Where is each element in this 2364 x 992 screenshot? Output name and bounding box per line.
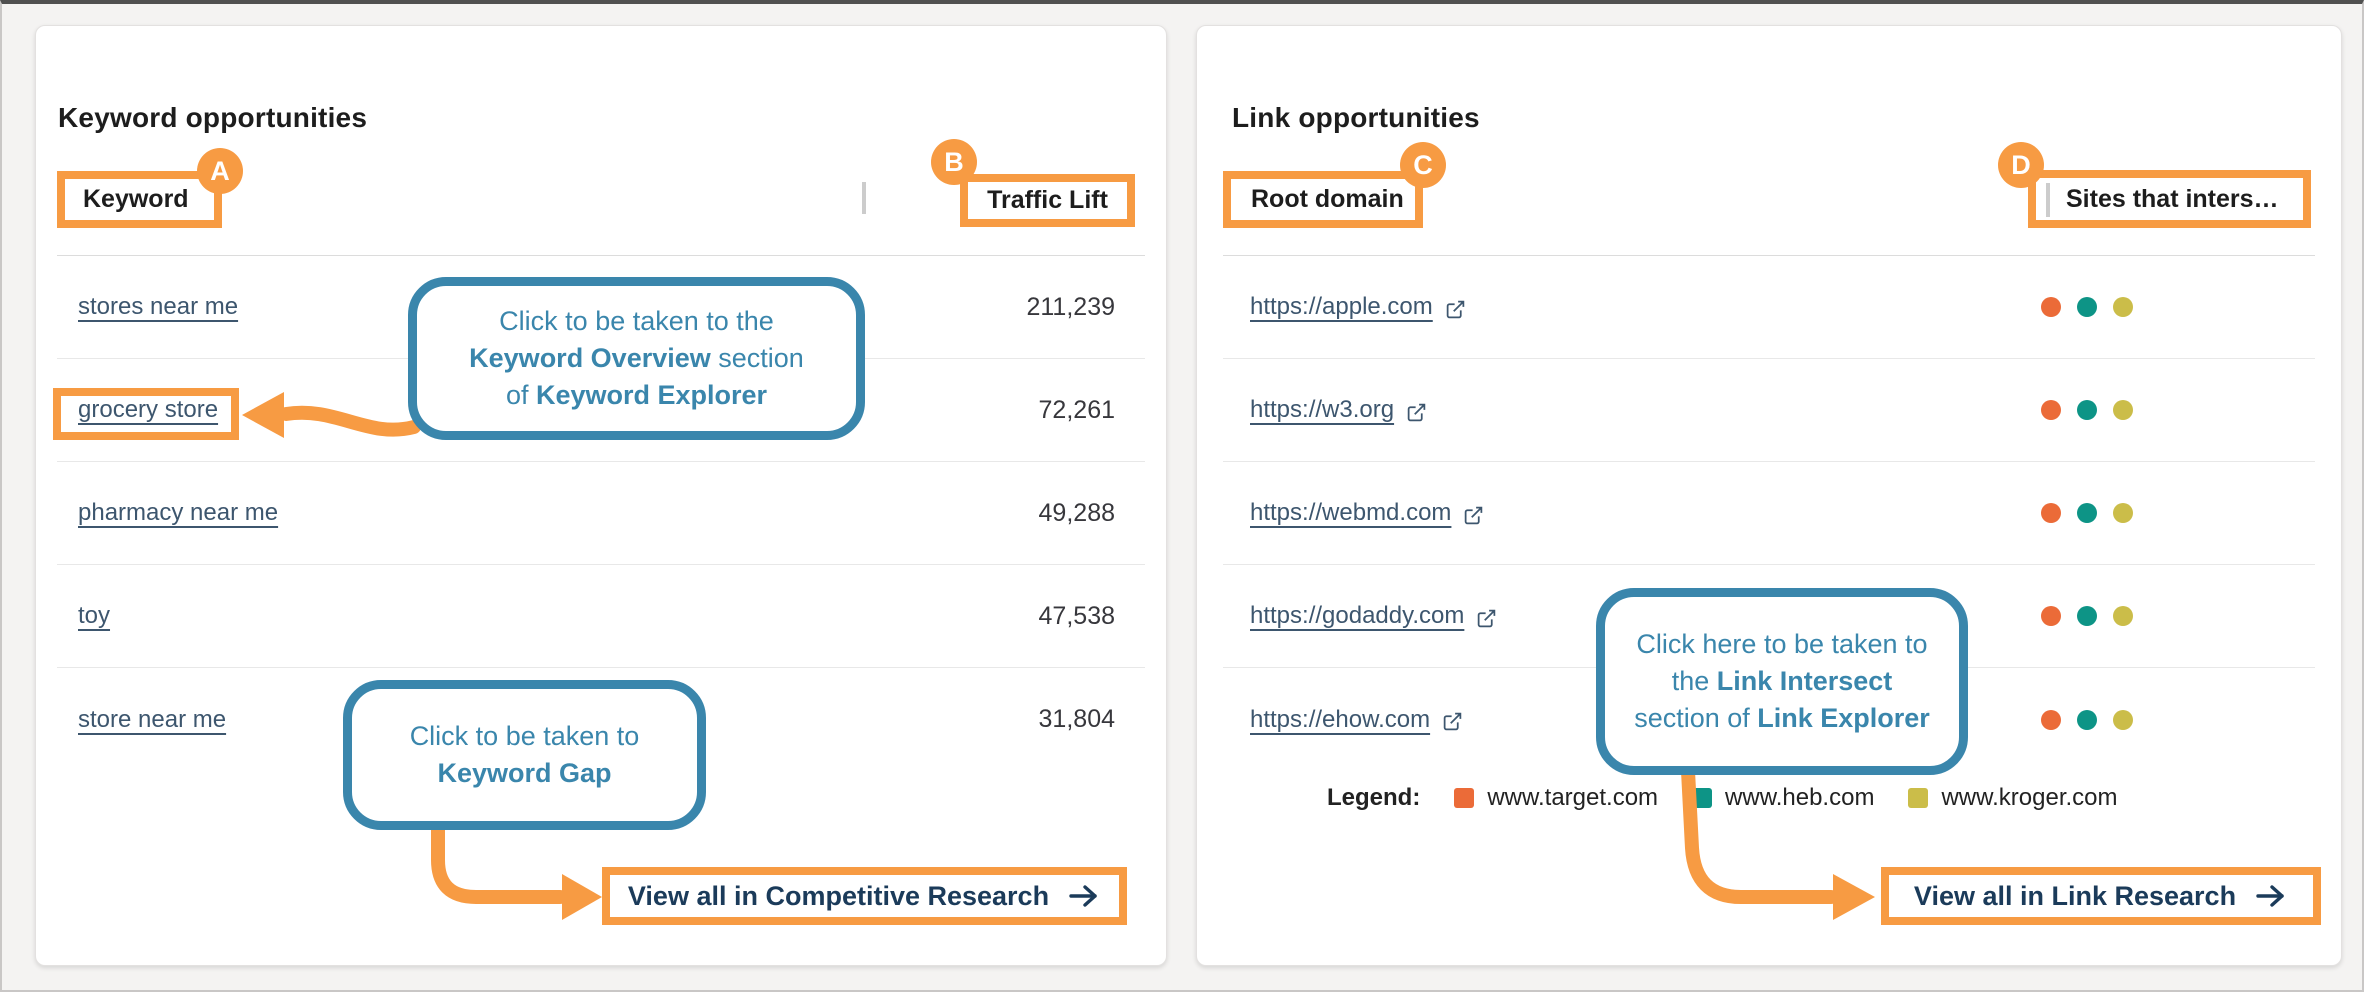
- intersect-dots: [2041, 668, 2133, 771]
- kroger-swatch-icon: [1908, 788, 1929, 808]
- sites-intersect-column-header-highlight: Sites that inters…: [2028, 170, 2311, 228]
- keyword-panel-title: Keyword opportunities: [58, 102, 368, 134]
- target-dot: [2041, 503, 2061, 523]
- traffic-lift-value: 47,538: [1038, 601, 1115, 630]
- keyword-opportunities-panel: Keyword opportunities Keyword A Traffic …: [35, 25, 1167, 966]
- callout-line: Keyword Gap: [437, 758, 612, 788]
- link-intersect-callout: Click here to be taken to the Link Inter…: [1596, 588, 1968, 775]
- table-row: toy 47,538: [57, 565, 1145, 668]
- sites-intersect-column-header: Sites that inters…: [2066, 184, 2279, 213]
- legend-item-label: www.target.com: [1487, 784, 1659, 811]
- root-domain-link[interactable]: https://ehow.com: [1250, 705, 1431, 733]
- annotation-badge-b: B: [931, 139, 977, 185]
- legend-label: Legend:: [1327, 784, 1421, 811]
- kroger-dot: [2113, 709, 2133, 730]
- intersect-dots: [2041, 565, 2133, 667]
- intersect-dots: [2041, 462, 2133, 564]
- heb-dot: [2077, 297, 2097, 317]
- root-domain-link[interactable]: https://apple.com: [1250, 293, 1433, 320]
- callout-line: section of Link Explorer: [1634, 703, 1930, 733]
- legend-item-heb: www.heb.com: [1692, 784, 1874, 812]
- keyword-link[interactable]: grocery store: [78, 396, 219, 423]
- keyword-link[interactable]: store near me: [78, 705, 227, 733]
- legend-item-label: www.kroger.com: [1941, 784, 2118, 811]
- link-opportunities-panel: Link opportunities Root domain C Sites t…: [1196, 25, 2342, 966]
- target-dot: [2041, 400, 2061, 420]
- annotation-badge-c: C: [1400, 142, 1446, 188]
- arrow-head-to-view-all-competitive: [562, 874, 602, 920]
- table-row: grocery store 72,261: [57, 359, 1145, 462]
- traffic-lift-value: 31,804: [1038, 705, 1115, 733]
- column-divider-tick: [862, 182, 866, 214]
- heb-dot: [2077, 503, 2097, 523]
- target-dot: [2041, 606, 2061, 626]
- root-domain-link[interactable]: https://godaddy.com: [1250, 602, 1465, 629]
- callout-line: Click to be taken to: [409, 721, 640, 751]
- table-row: https://ehow.com: [1223, 668, 2315, 771]
- callout-line: Keyword Overview section: [469, 343, 804, 373]
- legend-item-kroger: www.kroger.com: [1908, 784, 2118, 812]
- view-all-link-research-button[interactable]: View all in Link Research: [1881, 867, 2321, 925]
- annotation-badge-d: D: [1998, 142, 2044, 188]
- annotation-badge-a: A: [197, 148, 243, 194]
- keyword-link[interactable]: toy: [78, 602, 111, 629]
- external-link-icon[interactable]: [1463, 505, 1484, 526]
- kroger-dot: [2113, 503, 2133, 523]
- target-swatch-icon: [1454, 788, 1475, 808]
- grocery-store-highlight: [53, 388, 239, 440]
- table-row: https://w3.org: [1223, 359, 2315, 462]
- column-divider-tick: [2046, 183, 2050, 217]
- keyword-gap-callout: Click to be taken to Keyword Gap: [343, 680, 706, 830]
- intersect-legend: Legend: www.target.com www.heb.com www.k…: [1327, 784, 2118, 812]
- traffic-lift-value: 49,288: [1038, 498, 1115, 527]
- callout-line: of Keyword Explorer: [505, 380, 768, 410]
- view-all-competitive-research-label: View all in Competitive Research: [627, 880, 1050, 911]
- heb-swatch-icon: [1692, 788, 1713, 808]
- table-row: store near me 31,804: [57, 668, 1145, 771]
- heb-dot: [2077, 606, 2097, 626]
- link-panel-title: Link opportunities: [1232, 102, 1480, 134]
- external-link-icon[interactable]: [1442, 711, 1463, 732]
- external-link-icon[interactable]: [1406, 402, 1427, 423]
- arrow-head-to-view-all-link: [1833, 874, 1875, 920]
- intersect-dots: [2041, 256, 2133, 358]
- keyword-column-header-highlight: Keyword: [57, 171, 222, 228]
- external-link-icon[interactable]: [1476, 608, 1497, 629]
- heb-dot: [2077, 709, 2097, 730]
- keyword-overview-callout: Click to be taken to the Keyword Overvie…: [408, 277, 865, 440]
- kroger-dot: [2113, 400, 2133, 420]
- keyword-link[interactable]: pharmacy near me: [78, 499, 279, 526]
- keyword-table: stores near me 211,239 grocery store 72,…: [57, 255, 1145, 771]
- right-arrow-icon: [1069, 885, 1097, 907]
- root-domain-column-header: Root domain: [1251, 185, 1404, 213]
- traffic-lift-column-header: Traffic Lift: [987, 186, 1108, 214]
- root-domain-link[interactable]: https://w3.org: [1250, 396, 1395, 423]
- keyword-column-header: Keyword: [83, 185, 189, 213]
- keyword-link[interactable]: stores near me: [78, 293, 239, 320]
- callout-line: the Link Intersect: [1671, 666, 1893, 696]
- external-link-icon[interactable]: [1445, 299, 1466, 320]
- root-domain-column-header-highlight: Root domain: [1223, 171, 1423, 228]
- intersect-dots: [2041, 359, 2133, 461]
- table-row: https://apple.com: [1223, 256, 2315, 359]
- traffic-lift-value: 211,239: [1026, 292, 1115, 321]
- kroger-dot: [2113, 297, 2133, 317]
- kroger-dot: [2113, 606, 2133, 626]
- callout-line: Click to be taken to the: [499, 306, 774, 336]
- legend-item-target: www.target.com: [1454, 784, 1658, 812]
- callout-line: Click here to be taken to: [1636, 629, 1928, 659]
- legend-item-label: www.heb.com: [1725, 784, 1875, 811]
- heb-dot: [2077, 400, 2097, 420]
- view-all-link-research-label: View all in Link Research: [1913, 880, 2237, 911]
- view-all-competitive-research-button[interactable]: View all in Competitive Research: [602, 867, 1127, 925]
- root-domain-link[interactable]: https://webmd.com: [1250, 499, 1452, 526]
- traffic-lift-column-header-highlight: Traffic Lift: [960, 174, 1135, 227]
- target-dot: [2041, 709, 2061, 730]
- traffic-lift-value: 72,261: [1038, 395, 1115, 424]
- target-dot: [2041, 297, 2061, 317]
- right-arrow-icon: [2256, 885, 2284, 907]
- table-row: https://webmd.com: [1223, 462, 2315, 565]
- table-row: pharmacy near me 49,288: [57, 462, 1145, 565]
